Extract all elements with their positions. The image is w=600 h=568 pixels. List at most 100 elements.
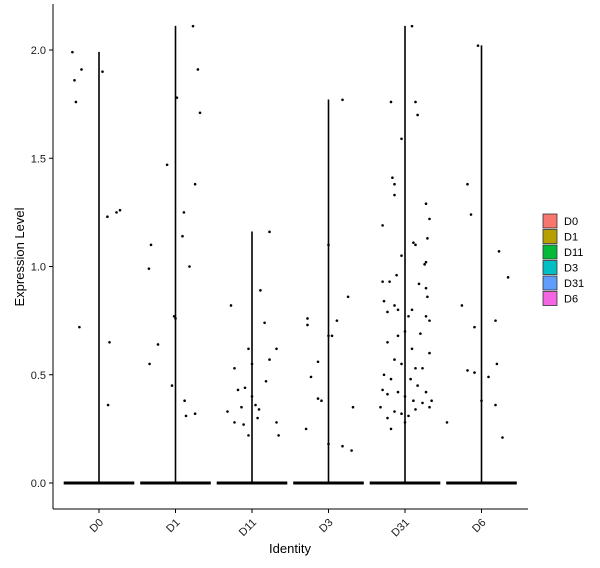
data-point bbox=[113, 481, 116, 485]
data-point bbox=[435, 481, 438, 485]
legend-label: D1 bbox=[564, 232, 578, 244]
data-point bbox=[161, 481, 164, 485]
data-point bbox=[416, 481, 419, 485]
data-point bbox=[259, 289, 262, 292]
violin-D1 bbox=[140, 24, 211, 485]
data-point bbox=[509, 481, 512, 485]
data-point bbox=[430, 481, 434, 485]
data-point bbox=[242, 423, 245, 426]
data-point bbox=[245, 481, 248, 485]
data-point bbox=[445, 421, 449, 424]
x-axis-title: Identity bbox=[269, 541, 311, 556]
violin-D6 bbox=[446, 44, 517, 485]
data-point bbox=[145, 481, 148, 485]
data-point bbox=[321, 481, 324, 485]
data-point bbox=[453, 481, 456, 485]
data-point bbox=[206, 481, 209, 485]
violin-D31 bbox=[369, 24, 449, 485]
data-point bbox=[256, 416, 259, 420]
data-point bbox=[196, 481, 199, 485]
x-tick-label: D11 bbox=[237, 517, 259, 539]
data-point bbox=[490, 481, 494, 485]
data-point bbox=[483, 481, 487, 485]
legend-label: D11 bbox=[564, 247, 583, 259]
data-point bbox=[124, 481, 128, 485]
data-point bbox=[403, 421, 407, 424]
data-point bbox=[156, 481, 160, 485]
data-point bbox=[77, 481, 81, 485]
data-point bbox=[497, 481, 501, 485]
data-point bbox=[277, 481, 281, 485]
data-point bbox=[472, 481, 475, 485]
legend-label: D31 bbox=[564, 278, 584, 290]
data-point bbox=[226, 410, 229, 413]
data-point bbox=[424, 390, 428, 394]
data-point bbox=[327, 442, 330, 446]
data-point bbox=[168, 481, 171, 485]
violin-D11 bbox=[216, 230, 288, 485]
data-point bbox=[78, 325, 81, 329]
data-point bbox=[344, 481, 348, 485]
data-point bbox=[63, 481, 67, 485]
legend-label: D3 bbox=[564, 263, 578, 275]
data-point bbox=[502, 481, 505, 485]
data-point bbox=[273, 481, 276, 485]
x-tick-label: D6 bbox=[470, 517, 488, 535]
data-point bbox=[412, 241, 415, 244]
data-point bbox=[402, 481, 405, 485]
data-point bbox=[389, 427, 393, 431]
data-point bbox=[304, 427, 308, 431]
data-point bbox=[479, 481, 482, 485]
data-point bbox=[386, 481, 389, 485]
data-point bbox=[87, 481, 90, 485]
data-point bbox=[142, 481, 145, 485]
data-point bbox=[407, 414, 410, 418]
data-point bbox=[233, 481, 236, 485]
data-point bbox=[386, 392, 389, 396]
data-point bbox=[236, 388, 240, 392]
data-point bbox=[266, 481, 269, 485]
data-point bbox=[270, 481, 274, 485]
legend-label: D0 bbox=[564, 216, 578, 228]
data-point bbox=[92, 481, 95, 485]
data-point bbox=[414, 243, 417, 247]
data-point bbox=[68, 481, 71, 485]
data-point bbox=[376, 481, 380, 485]
data-point bbox=[507, 481, 510, 485]
data-point bbox=[191, 24, 195, 28]
data-point bbox=[388, 481, 391, 485]
data-point bbox=[473, 325, 476, 329]
data-point bbox=[101, 481, 104, 485]
data-point bbox=[268, 358, 271, 361]
data-point bbox=[140, 481, 143, 485]
data-point bbox=[191, 481, 195, 485]
data-point bbox=[346, 295, 350, 299]
y-axis-title: Expression Level bbox=[12, 207, 27, 306]
data-point bbox=[467, 481, 470, 485]
data-point bbox=[342, 481, 345, 485]
data-point bbox=[103, 481, 106, 485]
data-point bbox=[419, 332, 422, 335]
data-point bbox=[223, 481, 227, 485]
data-point bbox=[166, 481, 169, 485]
data-point bbox=[333, 481, 336, 485]
data-point bbox=[460, 304, 464, 307]
data-point bbox=[389, 100, 393, 104]
data-point bbox=[316, 397, 320, 400]
legend-swatch bbox=[542, 213, 558, 229]
data-point bbox=[330, 481, 334, 485]
data-point bbox=[106, 481, 109, 485]
data-point bbox=[249, 481, 252, 485]
data-point bbox=[424, 286, 428, 290]
data-point bbox=[381, 481, 384, 485]
data-point bbox=[110, 481, 113, 485]
data-point bbox=[252, 481, 255, 485]
data-point bbox=[71, 50, 74, 54]
data-point bbox=[476, 44, 480, 47]
data-point bbox=[250, 362, 254, 366]
data-point bbox=[159, 481, 162, 485]
data-point bbox=[305, 481, 308, 485]
data-point bbox=[424, 202, 428, 206]
data-point bbox=[396, 390, 400, 394]
data-point bbox=[386, 416, 389, 420]
